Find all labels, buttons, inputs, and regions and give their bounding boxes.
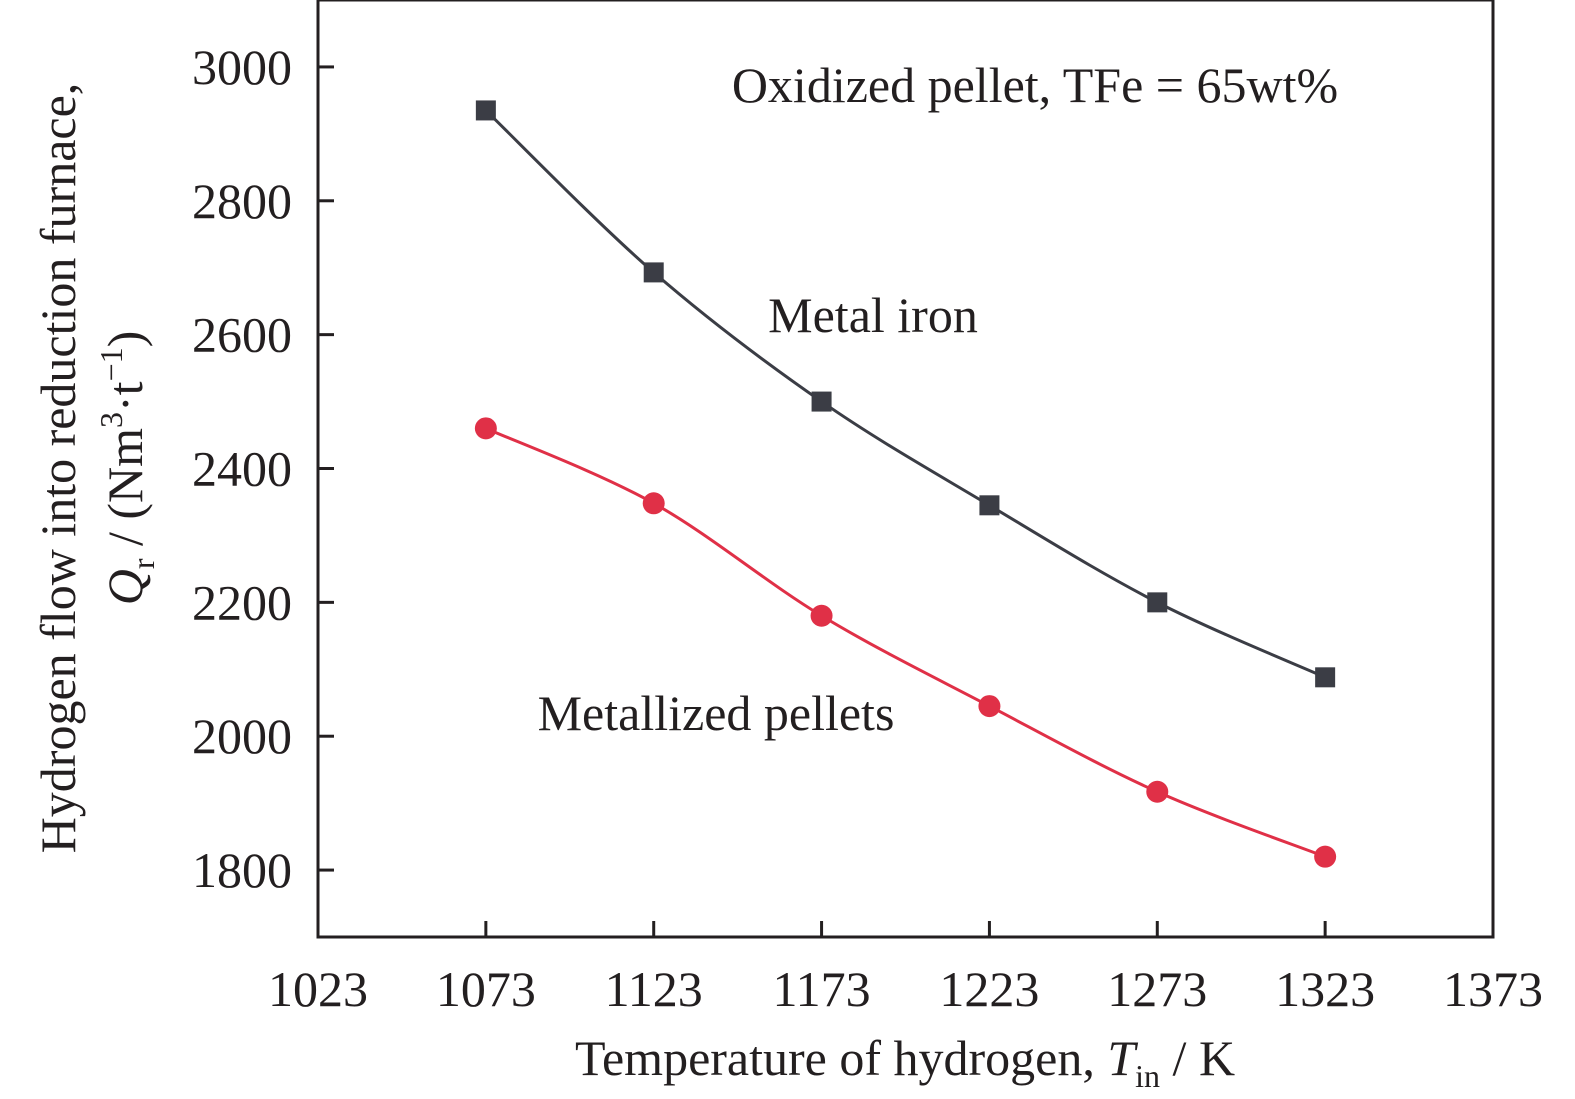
series-label-metallized-pellets: Metallized pellets [538,685,895,741]
data-point-metal-iron [1315,667,1336,688]
y-axis-label-sup2: −1 [93,347,129,381]
x-axis-label-symbol: T [1107,1030,1138,1086]
series-layer [474,100,1337,868]
y-axis-label-sup1: 3 [93,412,129,428]
y-axis-label-line2: Qr / (Nm3·t−1) [93,331,161,606]
plot-frame [316,0,1495,939]
series-label-metal-iron: Metal iron [768,287,978,343]
x-tick-label: 1273 [1107,961,1207,1017]
y-axis-label: Hydrogen flow into reduction furnace, [30,83,86,854]
x-tick-label: 1073 [436,961,536,1017]
x-tick-label: 1223 [939,961,1039,1017]
y-axis-ticks: 1800 2000 2200 2400 2600 2800 3000 [192,39,334,898]
x-tick-label: 1023 [268,961,368,1017]
y-tick-label: 2200 [192,574,292,630]
series-metallized-pellets [474,417,1337,868]
y-axis-label-line1: Hydrogen flow into reduction furnace, [30,83,86,854]
x-tick-label: 1323 [1275,961,1375,1017]
data-point-metallized-pellets [978,695,1001,718]
x-axis-ticks: 1023 1073 1123 1173 1223 1273 1323 1373 [268,921,1543,1017]
y-axis-label-unit-open: / (Nm [97,428,153,559]
x-axis-label-unit: / K [1160,1030,1235,1086]
data-point-metal-iron [643,262,664,283]
y-axis-label-units: Qr / (Nm3·t−1) [93,331,161,606]
y-tick-label: 2000 [192,708,292,764]
y-tick-label: 2800 [192,173,292,229]
y-axis-label-symbol: Q [97,569,153,605]
series-line-metallized-pellets [485,426,1326,859]
data-point-metal-iron [1147,592,1168,613]
y-tick-label: 2600 [192,307,292,363]
y-tick-label: 2400 [192,441,292,497]
data-point-metallized-pellets [1314,845,1337,868]
data-point-metallized-pellets [474,417,497,440]
series-metal-iron [475,100,1336,688]
x-axis-label: Temperature of hydrogen, Tin / K [575,1030,1235,1094]
y-axis-label-unit-mid: ·t [97,381,153,412]
chart-annotation: Oxidized pellet, TFe = 65wt% [732,57,1338,113]
y-tick-label: 1800 [192,842,292,898]
x-axis-label-text: Temperature of hydrogen, [575,1030,1107,1086]
y-tick-label: 3000 [192,39,292,95]
data-point-metal-iron [475,100,496,121]
data-point-metallized-pellets [642,492,665,515]
x-tick-label: 1373 [1443,961,1543,1017]
x-tick-label: 1173 [772,961,870,1017]
data-point-metal-iron [811,391,832,412]
series-line-metal-iron [484,109,1326,679]
data-point-metallized-pellets [810,604,833,627]
x-tick-label: 1123 [605,961,703,1017]
data-point-metal-iron [979,495,1000,516]
x-axis-label-subscript: in [1135,1058,1160,1094]
y-axis-label-subscript: r [125,558,161,569]
y-axis-label-unit-close: ) [97,331,153,348]
data-point-metallized-pellets [1146,780,1169,803]
